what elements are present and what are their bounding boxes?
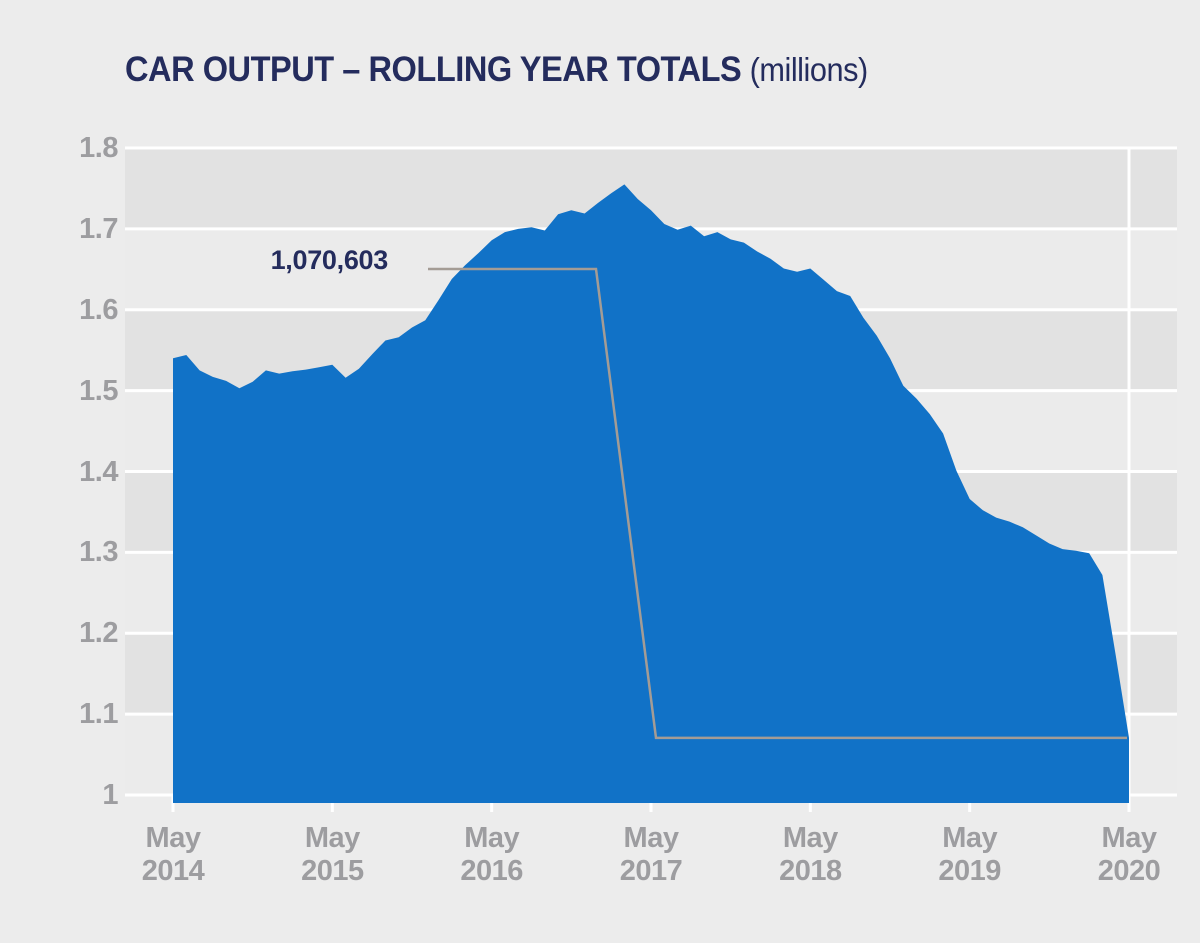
y-axis-label: 1.2 [79, 617, 118, 650]
x-axis-label-year: 2019 [938, 855, 1001, 887]
y-axis-label: 1.8 [79, 132, 118, 164]
y-axis-label: 1.3 [79, 536, 118, 569]
x-axis-label-year: 2015 [301, 855, 364, 887]
y-axis-label: 1.6 [79, 293, 118, 326]
y-axis-label: 1.7 [79, 212, 118, 245]
y-axis-label: 1.1 [79, 698, 118, 731]
car-output-area-series [173, 184, 1129, 803]
chart-title-row: CAR OUTPUT – ROLLING YEAR TOTALS (million… [125, 50, 868, 90]
x-axis-label-month: May [464, 822, 520, 854]
x-axis-label-year: 2014 [141, 855, 205, 887]
x-axis-label: May 2019 [900, 822, 1040, 888]
x-axis-label-year: 2017 [619, 855, 683, 887]
chart-title: CAR OUTPUT – ROLLING YEAR TOTALS [125, 50, 742, 89]
x-axis-label: May 2018 [740, 822, 880, 888]
x-axis-label-month: May [1101, 822, 1157, 854]
x-axis-label: May 2017 [581, 822, 721, 888]
y-axis-label: 1.5 [79, 374, 118, 407]
x-axis-label-year: 2020 [1097, 855, 1161, 887]
x-axis-label: May 2014 [103, 822, 243, 888]
y-axis-label: 1 [102, 779, 118, 811]
x-axis-label-year: 2018 [779, 855, 842, 887]
y-axis-label: 1.4 [79, 455, 118, 488]
x-axis-label: May 2020 [1059, 822, 1199, 888]
x-axis-label: May 2016 [422, 822, 562, 888]
x-axis-label-month: May [623, 822, 679, 854]
final-value-annotation: 1,070,603 [270, 245, 389, 275]
x-axis-label-month: May [145, 822, 201, 854]
x-axis-label-month: May [942, 822, 998, 854]
annotation-leader-line [428, 267, 1127, 740]
chart-title-units: (millions) [749, 51, 869, 88]
x-axis-label: May 2015 [262, 822, 402, 888]
x-axis-label-year: 2016 [460, 855, 523, 887]
x-axis-label-month: May [782, 822, 838, 854]
x-axis-label-month: May [304, 822, 360, 854]
